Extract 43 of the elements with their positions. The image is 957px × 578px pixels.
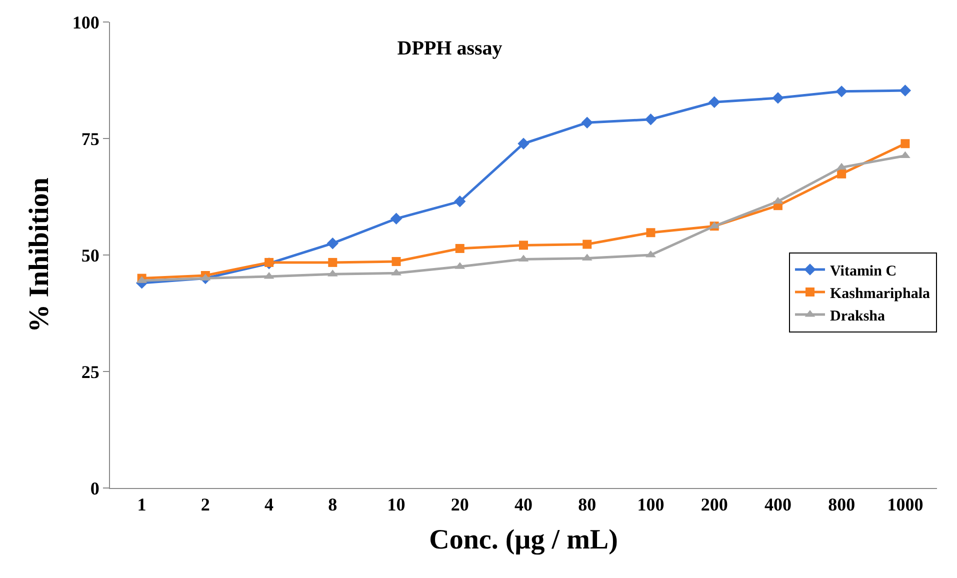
- point: [837, 169, 846, 178]
- x-tick-label: 80: [578, 494, 596, 515]
- legend-label: Vitamin C: [830, 263, 897, 280]
- point: [646, 228, 656, 238]
- x-axis-title: Conc. (µg / mL): [429, 524, 618, 556]
- point: [455, 244, 464, 253]
- y-tick-label: 50: [81, 245, 100, 266]
- point: [582, 240, 592, 249]
- point: [772, 92, 784, 104]
- x-tick-label: 4: [264, 494, 274, 515]
- text: DPPH assay: [397, 37, 502, 60]
- point: [519, 240, 528, 250]
- x-tick-label: 1: [137, 494, 146, 515]
- point: [900, 139, 910, 148]
- y-tick-label: 75: [81, 128, 100, 149]
- legend-label: Draksha: [830, 308, 886, 324]
- point: [326, 238, 338, 250]
- point: [264, 258, 274, 267]
- point: [708, 96, 720, 108]
- x-tick-label: 20: [450, 494, 469, 515]
- x-tick-label: 8: [328, 494, 338, 515]
- x-tick-label: 2: [200, 494, 210, 515]
- y-tick-label: 0: [90, 478, 100, 498]
- point: [328, 258, 338, 267]
- x-tick-label: 100: [637, 494, 664, 515]
- point: [392, 257, 401, 266]
- point: [390, 212, 402, 224]
- x-tick-label: 200: [700, 494, 728, 515]
- x-tick-label: 40: [514, 494, 532, 515]
- x-tick-label: 800: [828, 494, 856, 515]
- x-tick-label: 1000: [887, 494, 924, 515]
- point: [454, 196, 466, 208]
- point: [581, 116, 593, 129]
- point: [644, 114, 657, 126]
- x-tick-label: 10: [387, 494, 406, 515]
- y-axis-title: % Inhibition: [24, 177, 56, 332]
- y-tick-label: 100: [72, 12, 100, 32]
- point: [836, 86, 848, 98]
- point: [899, 84, 912, 96]
- point: [518, 138, 530, 150]
- y-tick-label: 25: [81, 362, 100, 382]
- legend-label: Kashmariphala: [830, 286, 931, 302]
- x-tick-label: 400: [764, 494, 792, 515]
